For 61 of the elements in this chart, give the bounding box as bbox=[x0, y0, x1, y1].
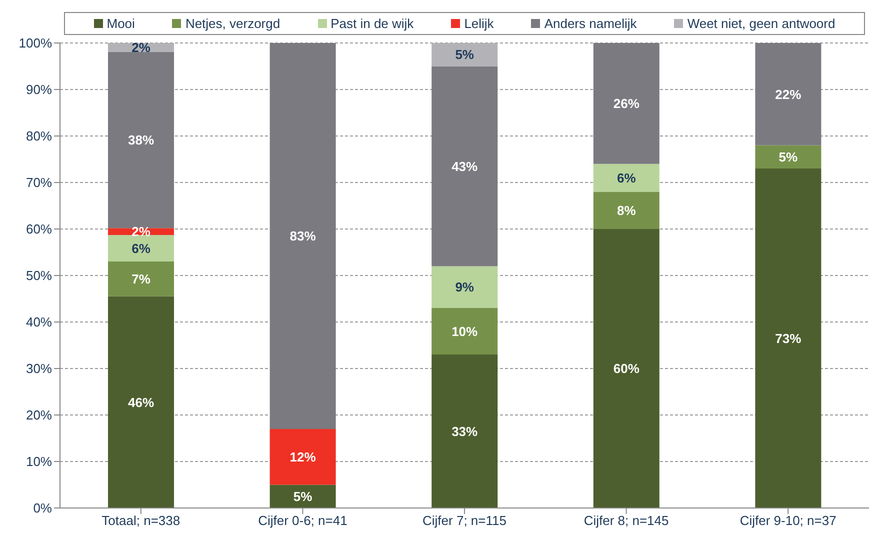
bar bbox=[432, 354, 498, 508]
data-label: 60% bbox=[613, 361, 640, 376]
data-label: 33% bbox=[452, 424, 478, 439]
y-tick-label: 80% bbox=[26, 128, 52, 144]
bar bbox=[108, 235, 174, 262]
legend-label: Netjes, verzorgd bbox=[184, 16, 280, 31]
bar bbox=[755, 43, 822, 146]
bar bbox=[270, 43, 336, 429]
y-tick-label: 30% bbox=[26, 361, 52, 376]
data-label: 8% bbox=[617, 203, 636, 218]
legend-label: Mooi bbox=[106, 16, 135, 31]
y-tick-label: 40% bbox=[26, 314, 52, 330]
data-label: 73% bbox=[775, 330, 802, 346]
bar bbox=[108, 52, 174, 228]
x-tick-label: Totaal; n=338 bbox=[102, 513, 180, 528]
legend-label: Lelijk bbox=[463, 16, 494, 31]
y-tick-label: 20% bbox=[26, 408, 52, 423]
data-label: 43% bbox=[452, 158, 478, 174]
bar bbox=[432, 308, 498, 355]
data-label: 2% bbox=[132, 40, 151, 56]
bar bbox=[108, 262, 174, 296]
y-tick-label: 90% bbox=[26, 82, 52, 98]
y-tick-label: 50% bbox=[26, 268, 52, 284]
legend-label: Anders namelijk bbox=[543, 16, 637, 31]
bar bbox=[270, 428, 336, 485]
data-label: 12% bbox=[290, 449, 316, 464]
data-label: 6% bbox=[132, 240, 151, 256]
x-tick-label: Cijfer 8; n=145 bbox=[584, 513, 669, 528]
data-label: 22% bbox=[775, 86, 802, 102]
legend-label: Weet niet, geen antwoord bbox=[686, 16, 836, 31]
y-tick-label: 10% bbox=[26, 454, 52, 470]
data-label: 6% bbox=[617, 170, 636, 186]
legend-label: Past in de wijk bbox=[330, 16, 414, 31]
data-label: 7% bbox=[132, 272, 151, 287]
data-label: 38% bbox=[128, 132, 154, 148]
x-tick-label: Cijfer 0-6; n=41 bbox=[258, 513, 348, 528]
data-label: 26% bbox=[613, 96, 640, 112]
data-label: 9% bbox=[455, 280, 474, 295]
bar bbox=[432, 266, 498, 308]
bar bbox=[755, 168, 822, 508]
bar bbox=[108, 296, 174, 508]
bar bbox=[593, 229, 660, 508]
bar bbox=[593, 192, 660, 229]
bar bbox=[432, 66, 498, 266]
data-label: 10% bbox=[452, 324, 478, 339]
y-tick-label: 60% bbox=[26, 222, 52, 237]
bar bbox=[432, 43, 498, 66]
bar bbox=[270, 484, 336, 508]
bar bbox=[593, 164, 660, 192]
y-tick-label: 100% bbox=[18, 36, 52, 51]
bar bbox=[593, 43, 660, 164]
x-tick-label: Cijfer 7; n=115 bbox=[422, 513, 506, 528]
y-tick-label: 0% bbox=[33, 500, 52, 516]
y-tick-label: 70% bbox=[26, 175, 52, 190]
data-label: 5% bbox=[778, 150, 798, 165]
data-label: 83% bbox=[290, 228, 316, 244]
bar bbox=[755, 145, 822, 169]
x-tick-label: Cijfer 9-10; n=37 bbox=[740, 513, 836, 528]
data-label: 5% bbox=[455, 47, 474, 62]
data-label: 46% bbox=[128, 394, 154, 410]
data-label: 5% bbox=[293, 488, 313, 504]
